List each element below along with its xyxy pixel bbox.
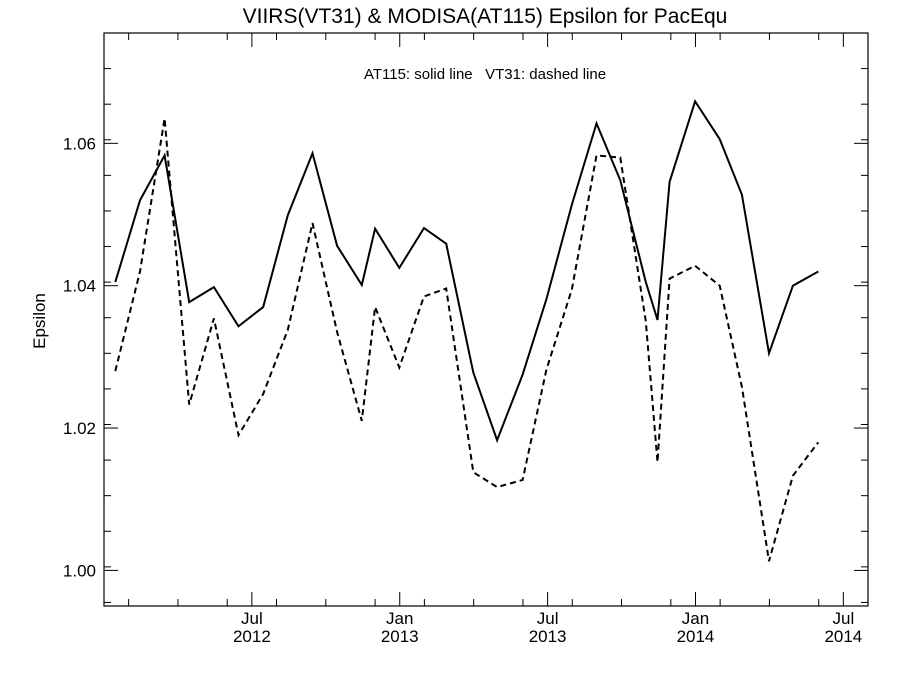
x-tick-label-month: Jul (537, 609, 559, 628)
x-tick-label-year: 2013 (381, 627, 419, 646)
chart-title: VIIRS(VT31) & MODISA(AT115) Epsilon for … (243, 5, 728, 28)
x-tick-label-month: Jul (832, 609, 854, 628)
x-tick-label-year: 2014 (824, 627, 862, 646)
line-style-annotation: AT115: solid line VT31: dashed line (364, 66, 606, 83)
y-tick-label: 1.04 (63, 277, 96, 296)
x-tick-label-month: Jul (241, 609, 263, 628)
y-tick-label: 1.02 (63, 419, 96, 438)
y-tick-label: 1.06 (63, 134, 96, 153)
y-axis-label: Epsilon (30, 293, 49, 349)
x-tick-label-month: Jan (386, 609, 413, 628)
x-tick-label-year: 2014 (677, 627, 715, 646)
series-line-at115 (114, 98, 819, 444)
x-tick-label-month: Jan (682, 609, 709, 628)
y-tick-label: 1.00 (63, 561, 96, 580)
axis-tick-labels: 1.001.021.041.06Jul2012Jan2013Jul2013Jan… (63, 134, 862, 646)
series-group (114, 98, 820, 562)
plot-frame (103, 32, 869, 607)
x-tick-label-year: 2013 (529, 627, 567, 646)
axis-ticks (104, 32, 868, 606)
x-tick-label-year: 2012 (233, 627, 271, 646)
series-line-vt31 (114, 118, 820, 562)
